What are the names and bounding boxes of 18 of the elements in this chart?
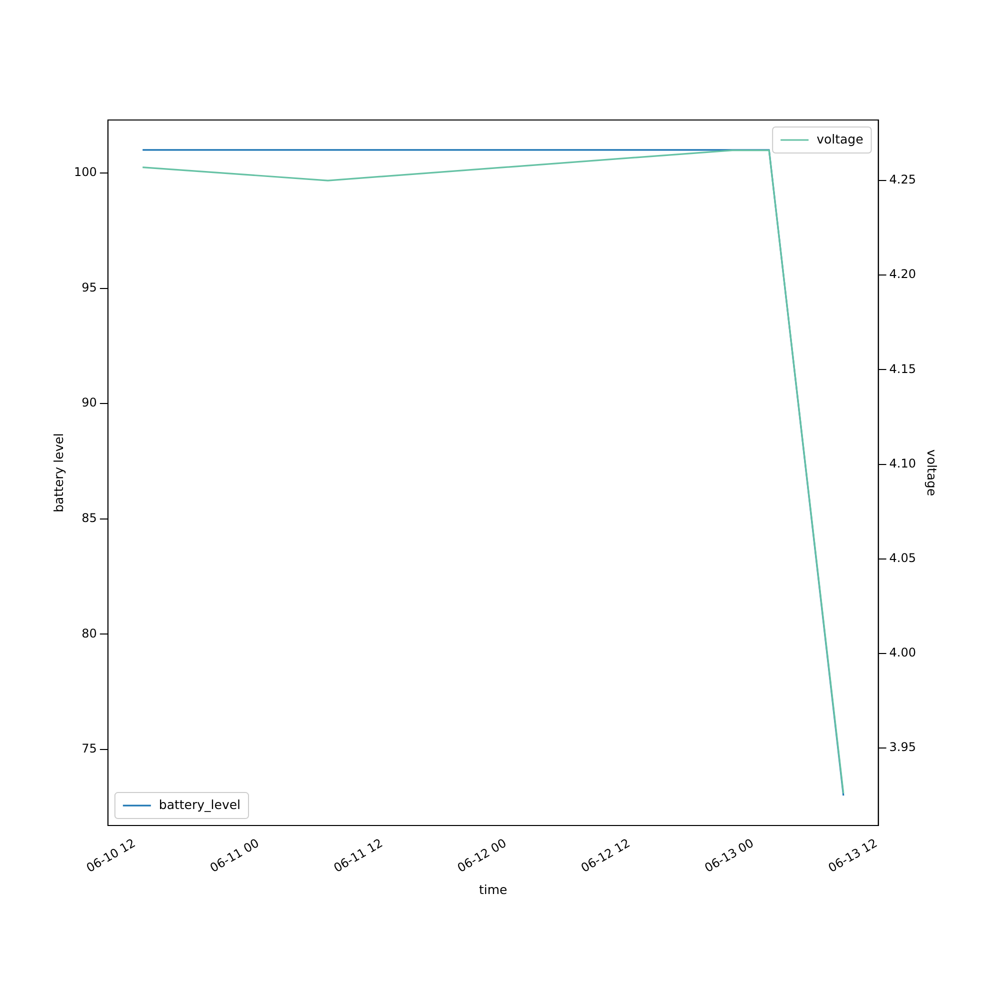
y2-tick-label: 4.05 — [889, 550, 916, 565]
legend-label: battery_level — [158, 796, 241, 812]
y2-tick-label: 4.25 — [889, 172, 916, 187]
y-tick-label: 75 — [82, 742, 97, 756]
y2-axis-title: voltage — [924, 449, 940, 496]
y-tick-label: 80 — [82, 626, 97, 640]
legend-label: voltage — [816, 131, 864, 146]
y2-tick-label: 3.95 — [889, 740, 916, 754]
x-axis-title: time — [478, 882, 508, 897]
y-tick-label: 95 — [82, 280, 97, 294]
y-tick-label: 100 — [74, 165, 97, 180]
y2-tick-label: 4.10 — [889, 456, 916, 470]
y2-tick-label: 4.20 — [889, 267, 916, 282]
y2-tick-label: 4.15 — [889, 362, 916, 376]
y2-tick-label: 4.00 — [889, 646, 916, 660]
y-axis-title: battery level — [50, 433, 66, 512]
y-tick-label: 85 — [82, 511, 97, 526]
y-tick-label: 90 — [82, 396, 97, 410]
